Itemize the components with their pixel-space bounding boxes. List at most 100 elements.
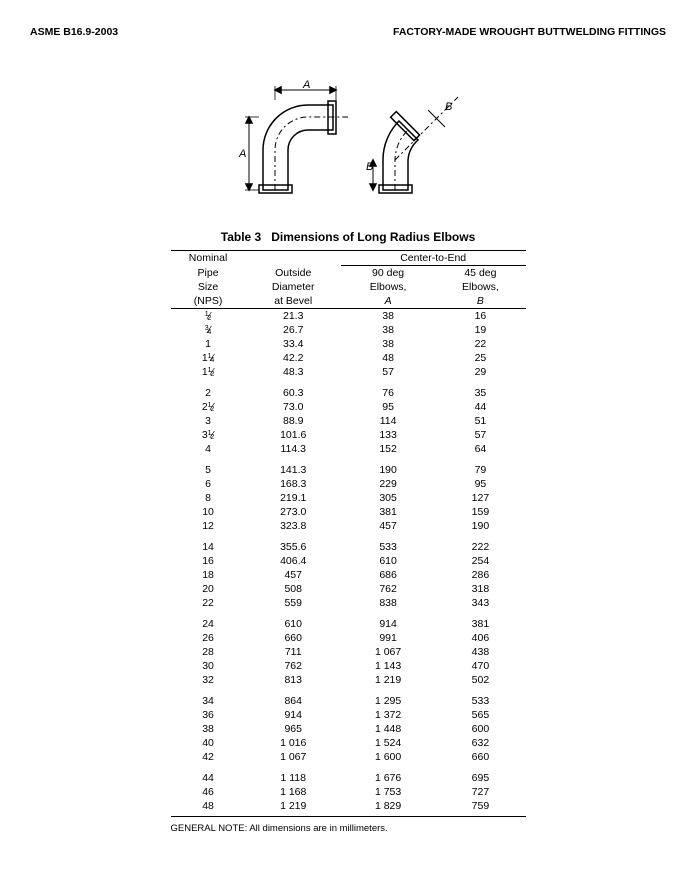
table-row: 369141 372565 — [171, 708, 526, 722]
cell-b: 727 — [435, 785, 525, 799]
table-row: 10273.0381159 — [171, 505, 526, 519]
cell-od: 1 168 — [246, 785, 341, 799]
cell-nps: 42 — [171, 750, 246, 764]
cell-nps: 3 — [171, 414, 246, 428]
cell-nps: 28 — [171, 645, 246, 659]
cell-nps: 44 — [171, 764, 246, 785]
table-row: 461 1681 753727 — [171, 785, 526, 799]
table-row: 14355.6533222 — [171, 533, 526, 554]
table-row: 26660991406 — [171, 631, 526, 645]
cell-a: 229 — [341, 477, 435, 491]
cell-nps: 6 — [171, 477, 246, 491]
table-row: 389651 448600 — [171, 722, 526, 736]
cell-a: 762 — [341, 582, 435, 596]
cell-b: 44 — [435, 400, 525, 414]
table-caption: Table 3 Dimensions of Long Radius Elbows — [0, 230, 696, 244]
table-row: 348641 295533 — [171, 687, 526, 708]
cell-b: 381 — [435, 610, 525, 631]
cell-od: 168.3 — [246, 477, 341, 491]
cell-od: 355.6 — [246, 533, 341, 554]
cell-a: 1 676 — [341, 764, 435, 785]
table-row: 260.37635 — [171, 379, 526, 400]
cell-od: 88.9 — [246, 414, 341, 428]
cell-nps: 10 — [171, 505, 246, 519]
cell-nps: 26 — [171, 631, 246, 645]
cell-b: 343 — [435, 596, 525, 610]
cell-a: 38 — [341, 337, 435, 351]
cell-a: 38 — [341, 309, 435, 324]
cell-b: 254 — [435, 554, 525, 568]
cell-a: 533 — [341, 533, 435, 554]
cell-b: 190 — [435, 519, 525, 533]
cell-od: 660 — [246, 631, 341, 645]
cell-b: 318 — [435, 582, 525, 596]
cell-a: 381 — [341, 505, 435, 519]
cell-nps: 14 — [171, 533, 246, 554]
table-row: 21⁄273.09544 — [171, 400, 526, 414]
col-b-1: 45 deg — [435, 266, 525, 281]
table-row: 421 0671 600660 — [171, 750, 526, 764]
dim-label-b-vert: B — [366, 161, 373, 173]
cell-od: 610 — [246, 610, 341, 631]
cell-od: 914 — [246, 708, 341, 722]
cell-nps: 34 — [171, 687, 246, 708]
cell-od: 73.0 — [246, 400, 341, 414]
cell-od: 406.4 — [246, 554, 341, 568]
cell-b: 79 — [435, 456, 525, 477]
elbow-diagram-svg: A A B B — [223, 80, 473, 210]
cell-a: 1 295 — [341, 687, 435, 708]
table-row: 12323.8457190 — [171, 519, 526, 533]
cell-nps: 12 — [171, 519, 246, 533]
cell-nps: 32 — [171, 673, 246, 687]
table-row: 481 2191 829759 — [171, 799, 526, 817]
cell-nps: 48 — [171, 799, 246, 817]
cell-a: 1 372 — [341, 708, 435, 722]
cell-nps: 31⁄2 — [171, 428, 246, 442]
cell-od: 273.0 — [246, 505, 341, 519]
cell-b: 19 — [435, 323, 525, 337]
table-row: 388.911451 — [171, 414, 526, 428]
cell-od: 101.6 — [246, 428, 341, 442]
col-od-2: Diameter — [246, 280, 341, 294]
cell-a: 305 — [341, 491, 435, 505]
cell-a: 610 — [341, 554, 435, 568]
cell-nps: 1⁄2 — [171, 309, 246, 324]
header-left: ASME B16.9-2003 — [30, 26, 118, 38]
cell-nps: 30 — [171, 659, 246, 673]
cell-od: 219.1 — [246, 491, 341, 505]
cell-a: 38 — [341, 323, 435, 337]
col-a-3: A — [341, 294, 435, 309]
col-nominal-1: Nominal — [171, 251, 246, 266]
col-nominal-4: (NPS) — [171, 294, 246, 309]
cell-b: 406 — [435, 631, 525, 645]
cell-od: 60.3 — [246, 379, 341, 400]
cell-b: 35 — [435, 379, 525, 400]
cell-nps: 20 — [171, 582, 246, 596]
cell-a: 57 — [341, 365, 435, 379]
cell-nps: 40 — [171, 736, 246, 750]
cell-a: 1 219 — [341, 673, 435, 687]
cell-a: 76 — [341, 379, 435, 400]
col-b-2: Elbows, — [435, 280, 525, 294]
cell-nps: 1 — [171, 337, 246, 351]
general-note: GENERAL NOTE: All dimensions are in mill… — [171, 823, 526, 834]
cell-a: 1 067 — [341, 645, 435, 659]
table-row: 1⁄221.33816 — [171, 309, 526, 324]
cell-nps: 22 — [171, 596, 246, 610]
table-row: 16406.4610254 — [171, 554, 526, 568]
cell-b: 533 — [435, 687, 525, 708]
cell-a: 1 829 — [341, 799, 435, 817]
cell-b: 286 — [435, 568, 525, 582]
col-od-3: at Bevel — [246, 294, 341, 309]
header-right: FACTORY-MADE WROUGHT BUTTWELDING FITTING… — [393, 26, 666, 38]
cell-b: 51 — [435, 414, 525, 428]
cell-od: 141.3 — [246, 456, 341, 477]
table-row: 11⁄442.24825 — [171, 351, 526, 365]
cell-od: 1 016 — [246, 736, 341, 750]
cell-b: 25 — [435, 351, 525, 365]
cell-b: 600 — [435, 722, 525, 736]
cell-od: 711 — [246, 645, 341, 659]
cell-b: 64 — [435, 442, 525, 456]
table-row: 287111 067438 — [171, 645, 526, 659]
cell-a: 838 — [341, 596, 435, 610]
